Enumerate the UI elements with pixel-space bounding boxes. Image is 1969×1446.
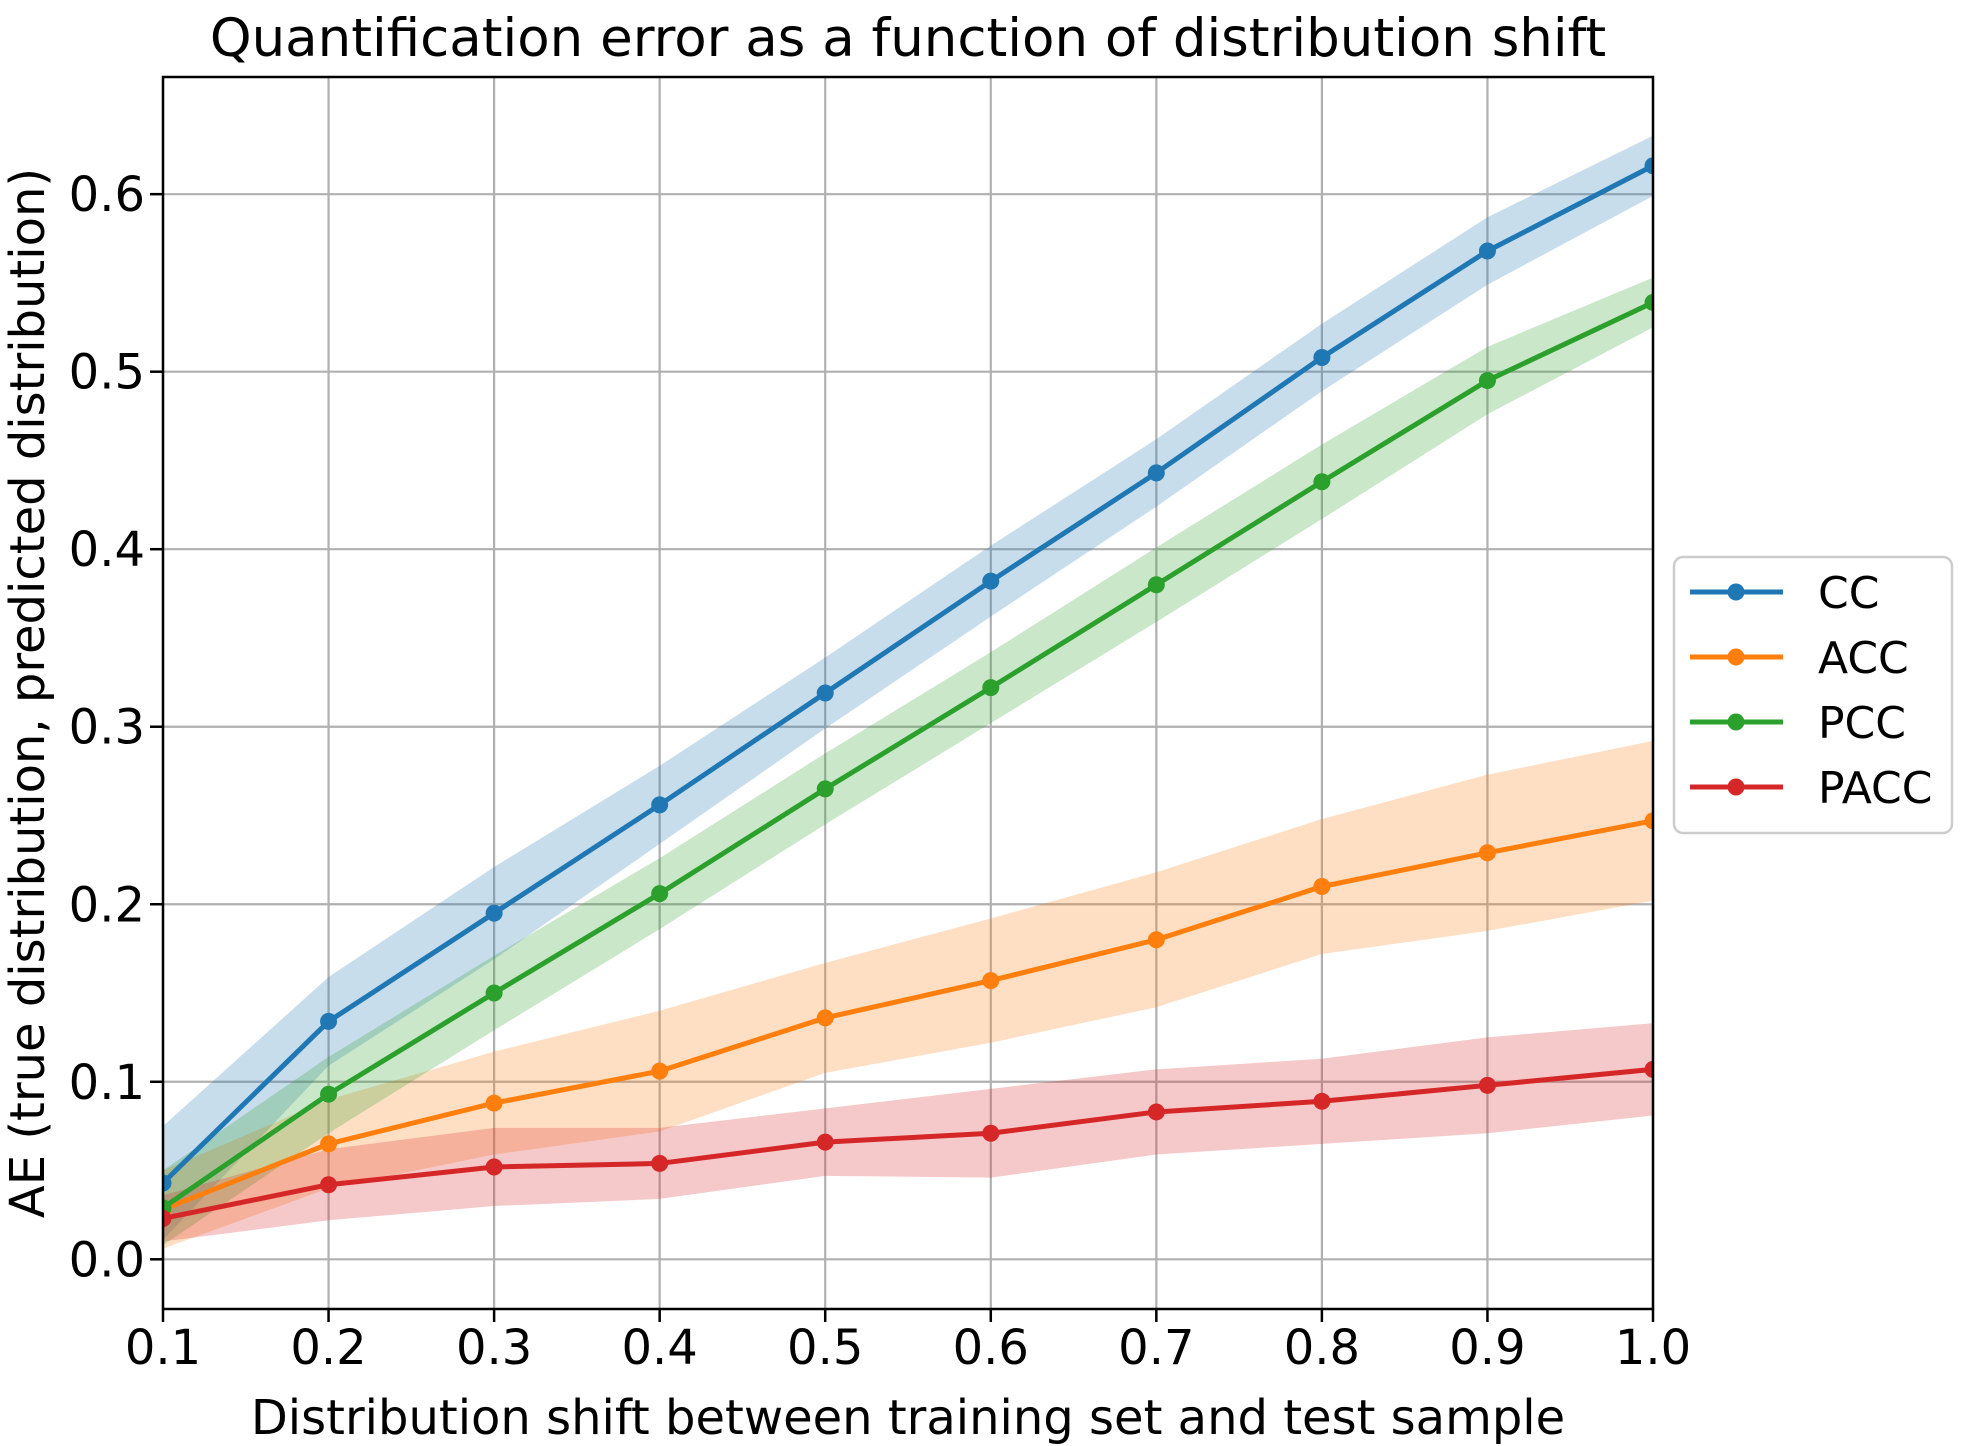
legend-swatch-pacc-marker <box>1727 778 1745 796</box>
line-layer <box>163 157 1653 1227</box>
pcc-marker <box>1644 293 1653 311</box>
legend-label-pacc: PACC <box>1818 763 1933 814</box>
acc-marker <box>982 972 1000 990</box>
cc-marker <box>163 1174 172 1192</box>
pcc-band <box>163 277 1653 1246</box>
acc-marker <box>1147 931 1165 949</box>
cc-marker <box>1478 242 1496 260</box>
cc-marker <box>816 684 834 702</box>
x-tick-label: 0.9 <box>1449 1320 1525 1376</box>
legend-label-acc: ACC <box>1818 633 1909 684</box>
pacc-marker <box>320 1176 338 1194</box>
pcc-marker <box>1313 473 1331 491</box>
y-tick-label: 0.2 <box>69 877 145 933</box>
legend-swatch-pcc-marker <box>1727 713 1745 731</box>
x-tick-label: 1.0 <box>1615 1320 1691 1376</box>
acc-marker <box>1644 812 1653 830</box>
pacc-marker <box>1644 1060 1653 1078</box>
cc-band <box>163 135 1653 1240</box>
pacc-marker <box>163 1209 172 1227</box>
y-axis-label: AE (true distribution, predicted distrib… <box>0 168 56 1218</box>
pcc-marker <box>982 679 1000 697</box>
pacc-marker <box>651 1154 669 1172</box>
pcc-marker <box>1478 372 1496 390</box>
pacc-marker <box>485 1158 503 1176</box>
cc-marker <box>982 572 1000 590</box>
acc-marker <box>1313 877 1331 895</box>
acc-marker <box>816 1009 834 1027</box>
y-tick-label: 0.0 <box>69 1232 145 1288</box>
pcc-marker <box>485 984 503 1002</box>
legend-swatch-cc-marker <box>1727 583 1745 601</box>
pacc-marker <box>1313 1092 1331 1110</box>
x-tick-label: 0.1 <box>125 1320 201 1376</box>
cc-marker <box>485 904 503 922</box>
acc-marker <box>320 1135 338 1153</box>
pcc-marker <box>1147 576 1165 594</box>
pacc-marker <box>816 1133 834 1151</box>
y-tick-label: 0.3 <box>69 700 145 756</box>
pcc-marker <box>320 1085 338 1103</box>
cc-marker <box>651 796 669 814</box>
x-tick-label: 0.6 <box>953 1320 1029 1376</box>
x-axis-label: Distribution shift between training set … <box>251 1390 1565 1446</box>
acc-line <box>163 818 1653 1213</box>
cc-marker <box>1644 157 1653 175</box>
pacc-marker <box>1147 1103 1165 1121</box>
acc-band <box>163 740 1653 1249</box>
cc-line <box>163 163 1653 1186</box>
legend: CC ACC PCC PACC <box>1672 555 1954 835</box>
legend-label-cc: CC <box>1818 568 1879 619</box>
axes-layer: 0.1 0.2 0.3 0.4 0.5 0.6 0.7 0.8 0.9 1.0 0.0 0.1 0.2 0… <box>69 75 1691 1376</box>
pcc-line <box>163 299 1653 1211</box>
legend-swatch-acc-marker <box>1727 648 1745 666</box>
acc-marker <box>651 1062 669 1080</box>
legend-label-pcc: PCC <box>1818 698 1906 749</box>
pcc-marker <box>816 780 834 798</box>
x-tick-label: 0.3 <box>456 1320 532 1376</box>
x-tick-label: 0.7 <box>1118 1320 1194 1376</box>
pcc-marker <box>651 885 669 903</box>
band-layer <box>163 135 1653 1249</box>
cc-marker <box>320 1012 338 1030</box>
pacc-line <box>163 1066 1653 1221</box>
x-tick-label: 0.2 <box>290 1320 366 1376</box>
legend-box <box>1672 555 1954 835</box>
plot-border <box>161 75 1655 1311</box>
y-tick-label: 0.5 <box>69 345 145 401</box>
cc-marker <box>1147 464 1165 482</box>
pacc-marker <box>1478 1076 1496 1094</box>
pacc-marker <box>982 1124 1000 1142</box>
x-tick-label: 0.5 <box>787 1320 863 1376</box>
chart-title: Quantification error as a function of di… <box>210 8 1606 69</box>
y-tick-label: 0.6 <box>69 167 145 223</box>
x-tick-label: 0.8 <box>1284 1320 1360 1376</box>
cc-marker <box>1313 348 1331 366</box>
y-tick-label: 0.4 <box>69 522 145 578</box>
pacc-band <box>163 1023 1653 1242</box>
acc-marker <box>1478 844 1496 862</box>
y-tick-label: 0.1 <box>69 1055 145 1111</box>
x-tick-label: 0.4 <box>621 1320 697 1376</box>
acc-marker <box>485 1094 503 1112</box>
